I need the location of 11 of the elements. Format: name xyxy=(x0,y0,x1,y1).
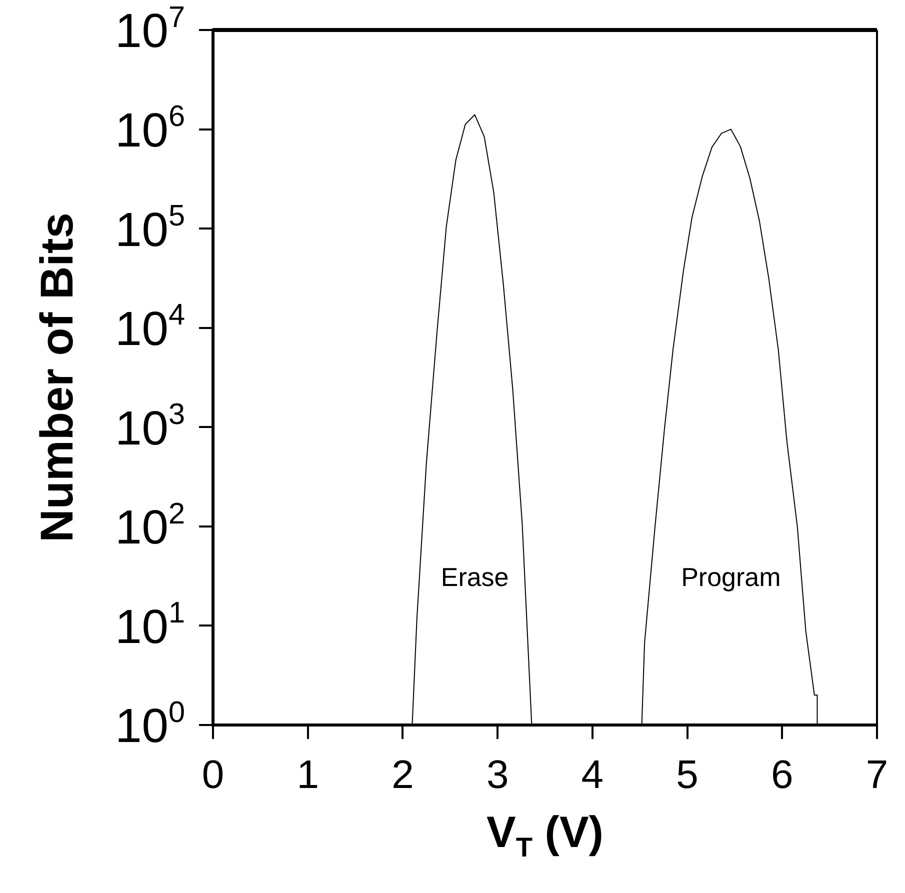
x-tick-label: 4 xyxy=(581,753,604,798)
x-tick-label: 1 xyxy=(296,753,319,798)
x-tick-label: 7 xyxy=(866,753,888,798)
x-tick-label: 6 xyxy=(771,753,794,798)
series-label: Program xyxy=(681,562,781,592)
x-tick-label: 3 xyxy=(486,753,509,798)
series-label: Erase xyxy=(440,562,509,592)
x-tick-label: 2 xyxy=(392,753,414,798)
x-tick-label: 0 xyxy=(202,753,224,798)
x-tick-label: 5 xyxy=(676,753,698,798)
y-axis-title: Number of Bits xyxy=(30,212,83,542)
